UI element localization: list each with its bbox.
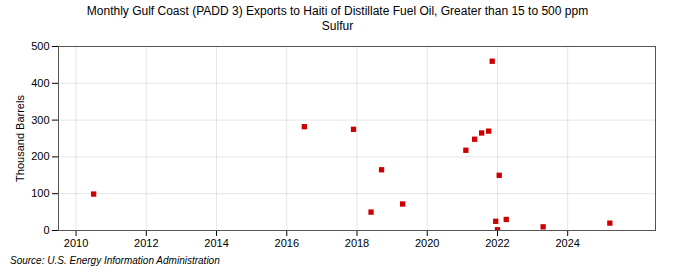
- svg-text:500: 500: [31, 40, 49, 52]
- svg-text:300: 300: [31, 114, 49, 126]
- svg-text:Thousand Barrels: Thousand Barrels: [14, 95, 26, 182]
- svg-text:2018: 2018: [345, 237, 369, 249]
- svg-text:2022: 2022: [485, 237, 509, 249]
- svg-text:2016: 2016: [275, 237, 299, 249]
- svg-text:400: 400: [31, 77, 49, 89]
- svg-text:0: 0: [43, 224, 49, 236]
- svg-text:2014: 2014: [204, 237, 228, 249]
- html-text:Monthly Gulf Coast (PADD 3) Ex: Monthly Gulf Coast (PADD 3) Exports to H…: [86, 4, 589, 33]
- svg-text:2010: 2010: [64, 237, 88, 249]
- svg-text:100: 100: [31, 187, 49, 199]
- svg-text:2020: 2020: [415, 237, 439, 249]
- html-text:Source: U.S. Energy Informatio: Source: U.S. Energy Information Administ…: [10, 255, 220, 266]
- svg-text:2024: 2024: [555, 237, 579, 249]
- svg-text:2012: 2012: [134, 237, 158, 249]
- svg-text:200: 200: [31, 150, 49, 162]
